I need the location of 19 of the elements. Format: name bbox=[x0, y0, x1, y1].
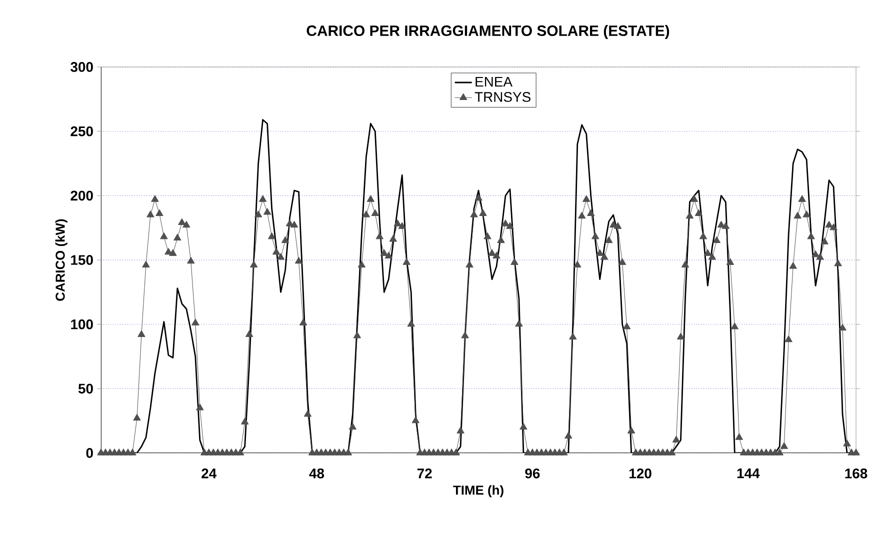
legend-label: TRNSYS bbox=[474, 92, 530, 102]
x-tick-label: 24 bbox=[202, 468, 217, 478]
x-tick-label: 72 bbox=[417, 468, 432, 478]
x-tick-label: 168 bbox=[845, 468, 868, 478]
y-tick-label: 250 bbox=[70, 126, 93, 136]
y-tick-label: 100 bbox=[71, 319, 93, 330]
y-tick-label: 150 bbox=[71, 255, 93, 265]
x-tick-label: 48 bbox=[309, 468, 324, 478]
y-tick-label: 0 bbox=[86, 448, 93, 458]
y-tick-label: 50 bbox=[78, 384, 93, 394]
x-axis-title: TIME (h) bbox=[453, 485, 504, 498]
x-tick-label: 120 bbox=[630, 468, 652, 478]
y-axis-title: CARICO (kW) bbox=[55, 219, 68, 301]
y-tick-label: 200 bbox=[70, 190, 93, 201]
legend-label: ENEA bbox=[476, 76, 512, 87]
y-tick-label: 300 bbox=[70, 62, 93, 72]
x-tick-label: 96 bbox=[525, 468, 540, 478]
chart-title: CARICO PER IRRAGGIAMENTO SOLARE (ESTATE) bbox=[306, 25, 670, 39]
x-tick-label: 144 bbox=[737, 468, 760, 478]
